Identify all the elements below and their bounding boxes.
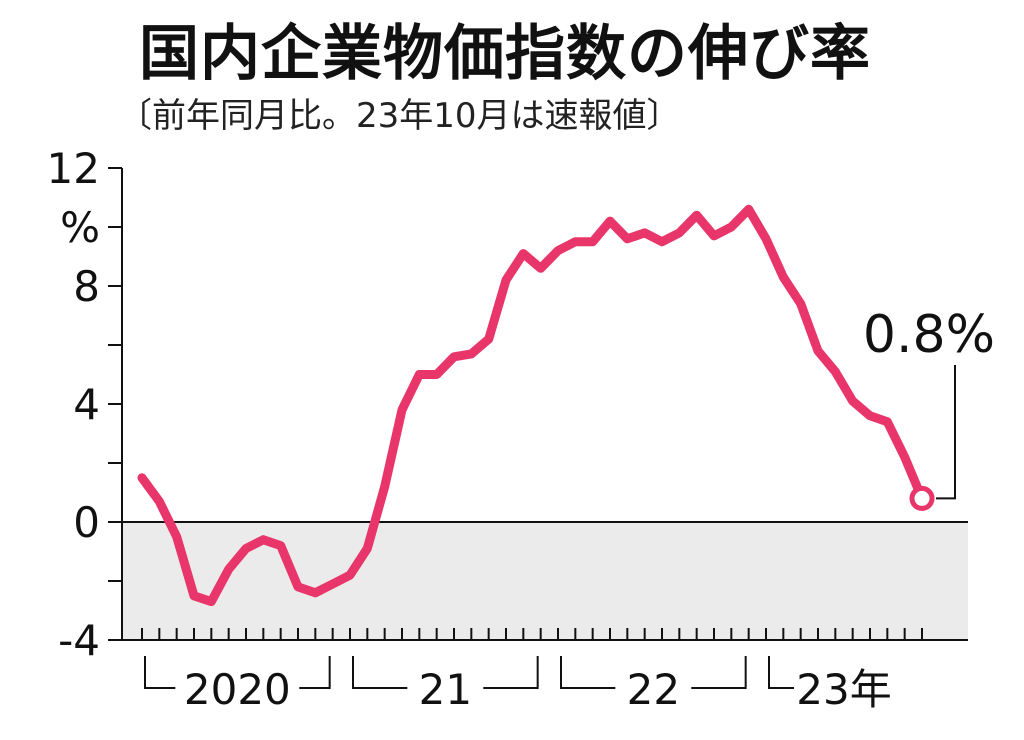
- annotation-leader: [936, 365, 956, 500]
- year-bracket-left: [352, 656, 408, 689]
- y-tick-label: 8: [73, 262, 100, 311]
- series-line: [137, 204, 927, 607]
- year-label: 23年: [796, 665, 891, 714]
- y-tick-label: 0: [73, 498, 100, 547]
- year-bracket-right: [299, 656, 331, 689]
- chart-title: 国内企業物価指数の伸び率: [139, 19, 871, 89]
- annotation-label: 0.8%: [863, 305, 995, 365]
- annotation: 0.8%: [141, 209, 995, 602]
- year-bracket-right: [691, 656, 747, 689]
- x-axis-month-ticks: [141, 628, 923, 640]
- y-tick-label: 4: [73, 380, 100, 429]
- last-point-marker: [909, 485, 935, 511]
- year-label: 2020: [184, 665, 291, 714]
- year-brackets: 2020 21 22 23年: [144, 656, 892, 714]
- year-bracket-left: [144, 656, 176, 689]
- y-tick-label: %: [60, 203, 100, 252]
- year-bracket-left: [768, 656, 794, 689]
- y-tick-label: 12: [47, 144, 100, 193]
- chart-subtitle: 〔前年同月比。23年10月は速報値〕: [118, 96, 681, 136]
- year-label: 22: [627, 665, 680, 714]
- y-tick-label: -4: [58, 616, 100, 665]
- year-bracket-left: [560, 656, 616, 689]
- year-bracket-right: [483, 656, 539, 689]
- y-axis-ticks: 12% 8 4 0 -4: [47, 144, 122, 665]
- negative-value-band: [122, 522, 968, 640]
- year-label: 21: [419, 665, 472, 714]
